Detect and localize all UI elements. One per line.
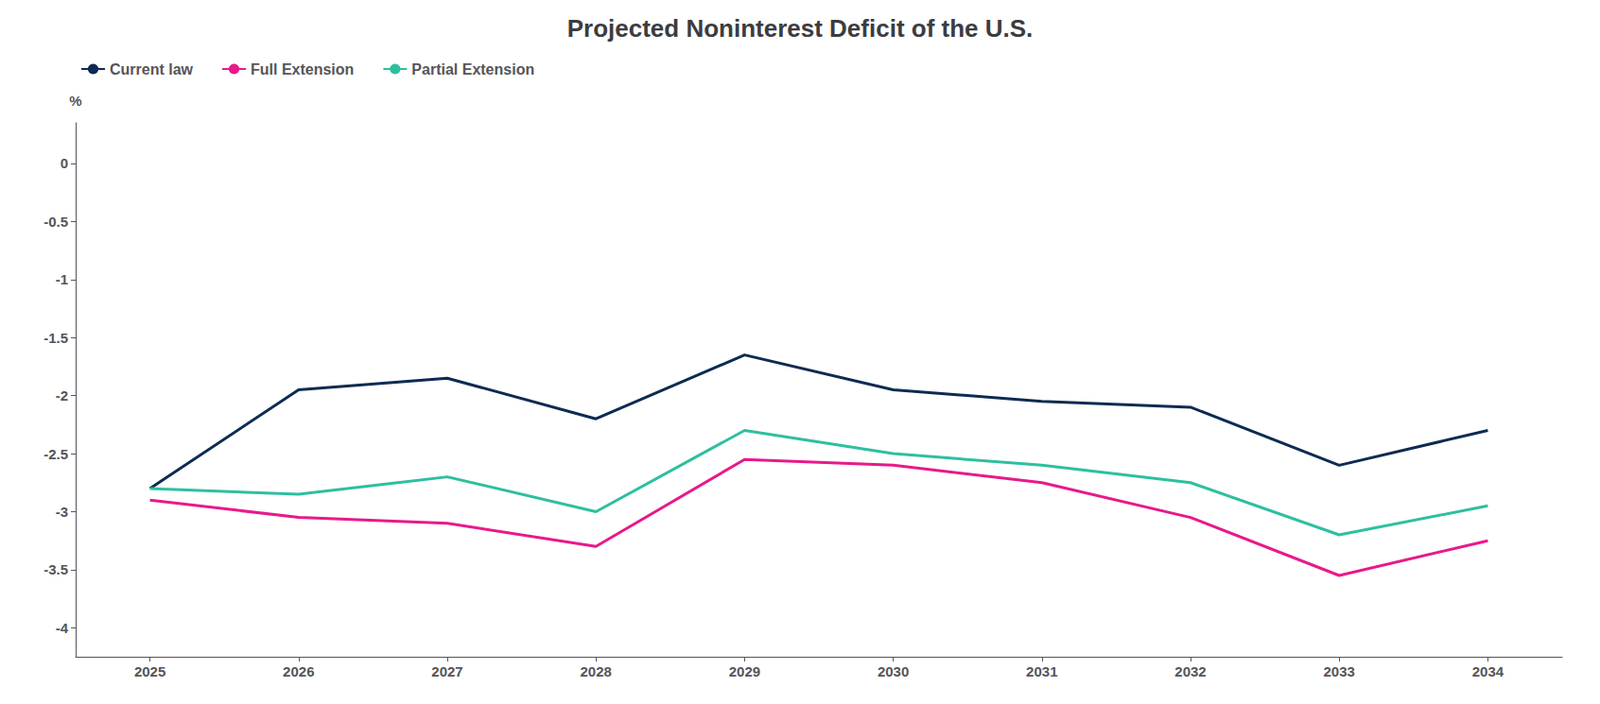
- svg-text:-2.5: -2.5: [43, 446, 69, 463]
- svg-text:-4: -4: [55, 620, 70, 637]
- svg-text:2031: 2031: [1026, 663, 1058, 680]
- svg-text:-1: -1: [55, 271, 69, 288]
- svg-text:-3: -3: [55, 504, 69, 521]
- svg-text:2025: 2025: [134, 663, 166, 680]
- svg-text:2029: 2029: [729, 663, 761, 680]
- svg-text:2026: 2026: [282, 663, 314, 680]
- svg-text:2034: 2034: [1472, 663, 1505, 680]
- svg-text:-3.5: -3.5: [43, 561, 69, 578]
- svg-text:Partial Extension: Partial Extension: [411, 61, 535, 78]
- svg-text:%: %: [69, 92, 82, 109]
- svg-text:-0.5: -0.5: [43, 213, 69, 230]
- svg-text:0: 0: [60, 155, 69, 172]
- svg-text:2033: 2033: [1323, 663, 1356, 680]
- svg-text:-2: -2: [55, 387, 69, 404]
- svg-text:Projected Noninterest Deficit: Projected Noninterest Deficit of the U.S…: [567, 14, 1034, 43]
- svg-text:Full Extension: Full Extension: [250, 61, 354, 78]
- svg-text:2030: 2030: [877, 663, 909, 680]
- svg-text:-1.5: -1.5: [43, 330, 69, 347]
- svg-text:2028: 2028: [580, 663, 612, 680]
- svg-text:2027: 2027: [431, 663, 463, 680]
- svg-text:2032: 2032: [1174, 663, 1206, 680]
- svg-text:Current law: Current law: [109, 61, 194, 78]
